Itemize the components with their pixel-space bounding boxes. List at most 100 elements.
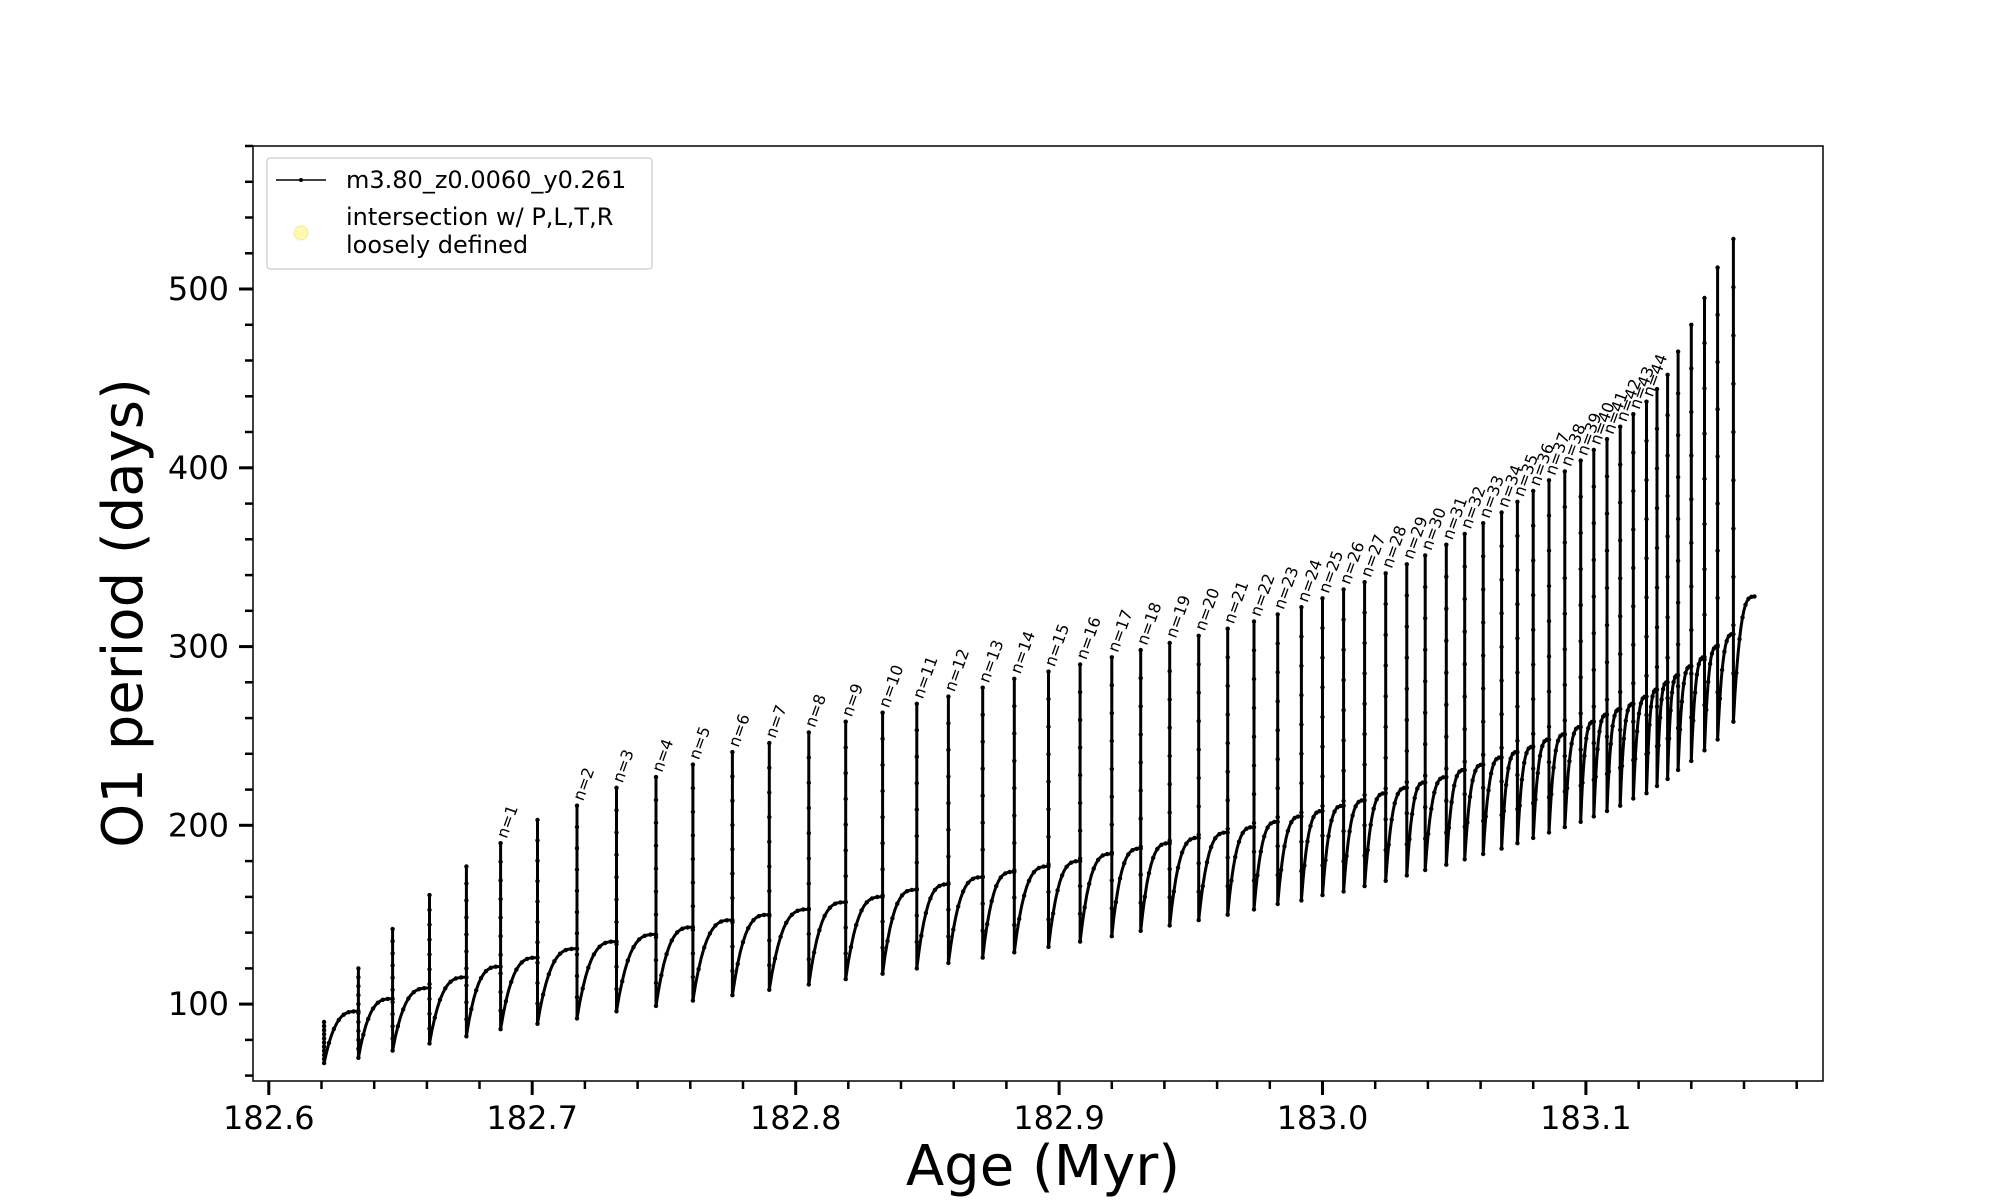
data-point xyxy=(1407,837,1412,842)
data-point xyxy=(1449,800,1454,805)
data-point xyxy=(586,965,591,970)
data-point xyxy=(1675,349,1681,354)
data-point xyxy=(1654,585,1660,590)
data-point xyxy=(1341,738,1346,743)
data-point xyxy=(767,740,772,746)
data-point xyxy=(880,841,885,846)
data-point xyxy=(356,1019,361,1025)
data-point xyxy=(914,833,919,839)
data-point xyxy=(1481,762,1486,767)
data-point xyxy=(1138,704,1143,709)
data-point xyxy=(1731,333,1736,338)
data-point xyxy=(1282,844,1287,849)
data-point xyxy=(574,1016,580,1021)
data-point xyxy=(1654,545,1660,551)
data-point xyxy=(1631,412,1636,417)
y-tick-label: 300 xyxy=(168,628,229,666)
data-point xyxy=(1515,670,1520,675)
data-point xyxy=(1555,738,1561,743)
data-point xyxy=(464,1034,469,1039)
data-point xyxy=(801,907,806,912)
data-point xyxy=(1323,858,1328,863)
data-point xyxy=(1423,616,1428,621)
data-point xyxy=(724,918,729,923)
data-point xyxy=(1275,814,1280,820)
data-point xyxy=(356,1001,361,1007)
data-point xyxy=(1275,728,1280,733)
data-point xyxy=(1278,867,1284,873)
data-point xyxy=(1737,637,1742,642)
data-point xyxy=(1435,781,1440,786)
data-point xyxy=(1546,724,1552,729)
data-point xyxy=(1481,818,1486,824)
data-point xyxy=(1167,810,1172,815)
data-point xyxy=(351,1009,356,1014)
data-point xyxy=(458,975,464,980)
data-point xyxy=(1578,530,1583,536)
data-point xyxy=(1167,669,1172,674)
data-point xyxy=(1012,676,1017,681)
data-point xyxy=(1251,849,1257,854)
data-point xyxy=(994,883,999,889)
data-point xyxy=(464,949,469,954)
data-point xyxy=(1299,810,1304,815)
data-point xyxy=(498,915,503,920)
data-point xyxy=(535,838,540,843)
data-point xyxy=(1444,542,1449,547)
legend-circle-marker xyxy=(293,225,309,241)
data-point xyxy=(1383,786,1388,791)
data-point xyxy=(1082,905,1087,910)
data-point xyxy=(427,892,432,898)
data-point xyxy=(1715,548,1720,553)
data-point xyxy=(321,1040,327,1045)
data-point xyxy=(1665,413,1670,418)
peak-label: n=16 xyxy=(1072,614,1105,662)
data-point xyxy=(1618,614,1623,619)
legend-label-intersection-2: loosely defined xyxy=(346,231,528,259)
data-point xyxy=(356,993,361,998)
data-point xyxy=(1731,631,1736,637)
data-point xyxy=(1268,821,1274,826)
data-point xyxy=(1621,736,1627,741)
data-point xyxy=(880,945,885,950)
data-point xyxy=(1677,727,1683,732)
data-point xyxy=(1546,830,1552,835)
data-point xyxy=(1618,651,1623,657)
data-point xyxy=(427,981,432,987)
data-point xyxy=(899,893,905,898)
data-point xyxy=(806,906,811,911)
data-point xyxy=(1562,789,1568,794)
data-point xyxy=(574,867,580,872)
data-point xyxy=(1353,804,1358,809)
data-point xyxy=(1731,381,1736,386)
data-point xyxy=(980,820,985,825)
data-point xyxy=(1138,788,1143,793)
data-point xyxy=(1631,701,1636,706)
data-point xyxy=(1604,697,1610,702)
peak-label: n=2 xyxy=(569,765,598,803)
data-point xyxy=(625,958,630,963)
data-point xyxy=(1142,894,1148,899)
data-point xyxy=(1167,697,1172,702)
data-point xyxy=(321,1060,327,1066)
data-point xyxy=(427,952,432,957)
data-point xyxy=(614,808,619,813)
data-point xyxy=(1196,747,1201,752)
data-point xyxy=(653,797,659,803)
data-point xyxy=(1715,501,1720,506)
data-point xyxy=(1631,604,1636,609)
data-point xyxy=(356,1010,361,1016)
data-point xyxy=(1151,855,1156,860)
data-point xyxy=(1021,893,1027,898)
data-point xyxy=(1320,808,1325,814)
data-point xyxy=(909,887,915,893)
data-point xyxy=(1689,322,1694,327)
data-point xyxy=(1105,851,1110,857)
data-point xyxy=(735,961,740,967)
data-point xyxy=(432,1015,437,1020)
data-point xyxy=(1631,796,1636,801)
data-point xyxy=(1289,820,1294,825)
data-point xyxy=(1546,795,1552,800)
data-point xyxy=(1444,606,1449,611)
data-point xyxy=(1138,872,1143,877)
